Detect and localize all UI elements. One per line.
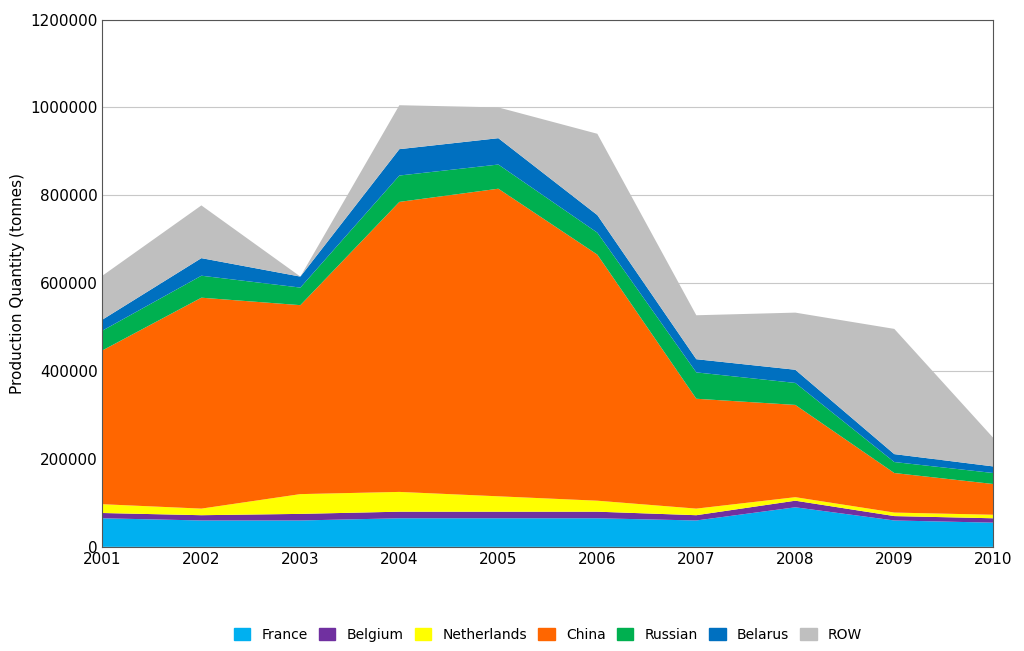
- Legend: France, Belgium, Netherlands, China, Russian, Belarus, ROW: France, Belgium, Netherlands, China, Rus…: [228, 622, 867, 648]
- Y-axis label: Production Quantity (tonnes): Production Quantity (tonnes): [9, 173, 25, 394]
